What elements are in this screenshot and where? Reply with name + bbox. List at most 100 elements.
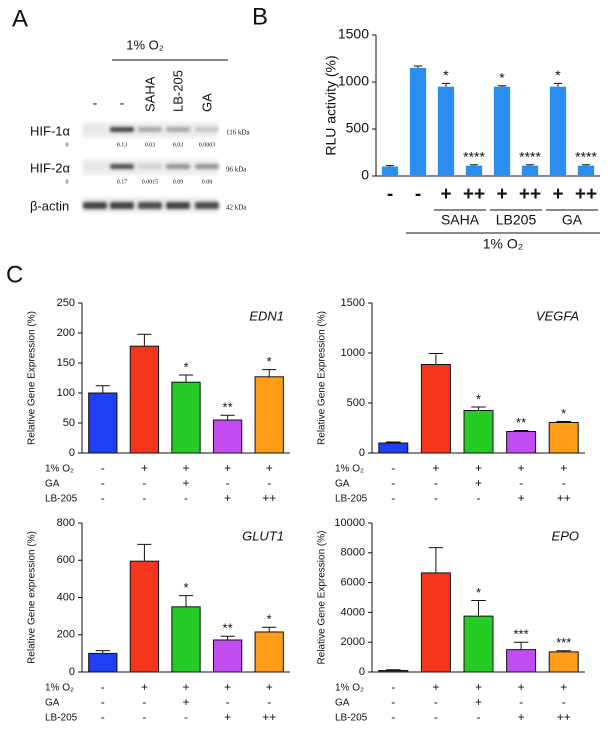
condition-value: -: [101, 680, 105, 694]
bar: [129, 345, 160, 454]
condition-label: LB-205: [335, 713, 368, 724]
condition-value: -: [477, 710, 481, 724]
condition-value: -: [101, 710, 105, 724]
error-bar: [525, 164, 535, 166]
condition-value: -: [267, 695, 271, 709]
y-tick-label: 0: [69, 666, 75, 678]
error-bar: [178, 595, 194, 607]
bar: [577, 165, 595, 176]
condition-value: -: [184, 710, 188, 724]
condition-value: -: [519, 476, 523, 490]
condition-value: -: [434, 491, 438, 505]
condition-value: -: [142, 695, 146, 709]
condition-value: +: [518, 680, 525, 694]
y-tick-label: 600: [57, 554, 75, 566]
condition-value: -: [519, 695, 523, 709]
y-tick-label: 200: [57, 327, 75, 339]
panel-label: A: [12, 5, 28, 32]
y-tick-label: 100: [57, 387, 75, 399]
bar: [212, 419, 243, 454]
condition-value: -: [562, 476, 566, 490]
band: [83, 164, 107, 169]
condition-value: ++: [262, 710, 276, 724]
significance: *: [555, 67, 561, 83]
band: [138, 202, 162, 209]
band-quant: 0.17: [117, 179, 128, 185]
y-tick-label: 1000: [341, 347, 365, 359]
y-tick-label: 6000: [341, 577, 365, 589]
bar: [506, 431, 537, 454]
condition-value: +: [182, 680, 189, 694]
y-tick-label: 1000: [338, 73, 369, 89]
bar: [88, 392, 118, 454]
group-label: SAHA: [441, 212, 480, 228]
band-quant: 0.13: [117, 142, 128, 148]
condition-label: LB-205: [335, 494, 368, 505]
condition-value: -: [391, 680, 395, 694]
row-label: HIF-1α: [30, 123, 71, 138]
error-bar: [441, 82, 451, 87]
error-bar: [386, 441, 401, 443]
size-label: 96 kDa: [226, 166, 247, 174]
condition-value: -: [101, 491, 105, 505]
band: [195, 202, 219, 209]
condition-value: -: [562, 695, 566, 709]
significance: *: [476, 585, 481, 600]
error-bar: [428, 353, 444, 365]
error-bar: [262, 626, 277, 632]
bar: [171, 381, 201, 454]
error-bar: [220, 414, 235, 420]
band-quant: 0.03: [173, 142, 184, 148]
condition-value: -: [101, 695, 105, 709]
condition-value: -: [391, 695, 395, 709]
band: [166, 202, 190, 209]
condition-value: -: [434, 710, 438, 724]
bar: [463, 615, 494, 673]
bar: [506, 649, 537, 673]
y-tick-label: 250: [57, 297, 75, 309]
y-tick-label: 2000: [341, 636, 365, 648]
condition-value: -: [184, 491, 188, 505]
condition-value: +: [475, 461, 482, 475]
y-tick-label: 0: [359, 447, 365, 459]
bar: [548, 651, 579, 673]
condition-label: 1% O₂: [45, 683, 74, 694]
group-label: LB205: [496, 212, 537, 228]
chart-title: GLUT1: [242, 528, 284, 543]
significance: *: [561, 406, 566, 421]
y-tick-label: 8000: [341, 547, 365, 559]
condition-value: +: [224, 710, 231, 724]
error-bar: [471, 599, 486, 617]
error-bar: [137, 543, 152, 562]
band-quant: 0.08: [202, 179, 213, 185]
y-tick-label: 400: [57, 591, 75, 603]
condition-value: +: [224, 680, 231, 694]
condition-value: -: [434, 695, 438, 709]
condition-label: LB-205: [45, 494, 78, 505]
condition-value: -: [477, 491, 481, 505]
condition-value: +: [266, 680, 273, 694]
condition-value: -: [142, 710, 146, 724]
size-label: 42 kDa: [226, 204, 247, 212]
group-label: GA: [562, 212, 583, 228]
x-tick-label: ++: [575, 184, 597, 205]
row-label: β-actin: [30, 198, 69, 213]
condition-label: GA: [45, 698, 60, 709]
error-bar: [178, 374, 194, 383]
condition-value: +: [475, 695, 482, 709]
condition-value: +: [432, 461, 439, 475]
band: [138, 127, 162, 132]
significance: ****: [575, 148, 597, 164]
x-tick-label: -: [387, 184, 393, 205]
bar: [463, 410, 494, 454]
y-axis-label: Relative Gene Expression (%): [317, 311, 328, 445]
condition-value: +: [475, 476, 482, 490]
error-bar: [386, 669, 401, 671]
error-bar: [385, 165, 395, 167]
bar: [465, 165, 483, 176]
condition-value: -: [226, 695, 230, 709]
bar: [212, 639, 243, 673]
y-tick-label: 0: [359, 666, 365, 678]
y-axis-label: RLU activity (%): [323, 55, 339, 155]
bar: [129, 560, 160, 673]
